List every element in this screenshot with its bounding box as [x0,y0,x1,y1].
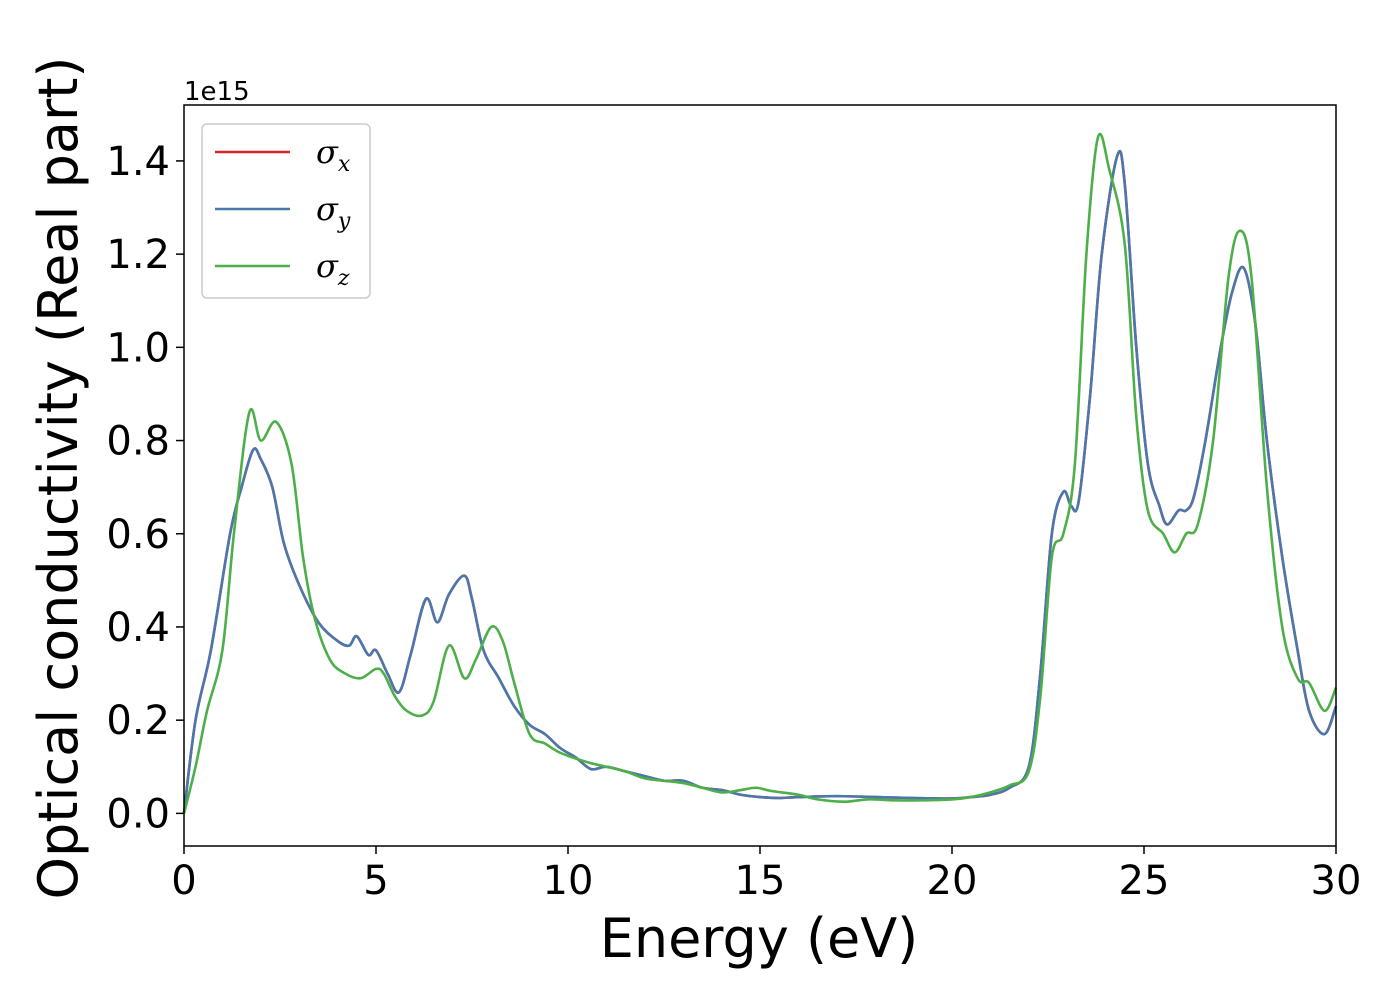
legend-box [201,123,371,299]
y-tick-label: 0.2 [106,698,170,744]
y-axis-title: Optical conductivity (Real part) [27,57,90,900]
legend-label-sigma-y: σy [316,190,351,234]
legend-label-sigma-z: σz [316,247,350,291]
y-tick-label: 1.4 [106,139,170,185]
y-tick-label: 0.0 [106,791,170,837]
y-offset-label: 1e15 [184,77,250,107]
series-layer [182,132,1338,814]
x-tick-label: 15 [735,858,786,904]
y-tick-label: 1.2 [106,232,170,278]
x-tick-label: 25 [1119,858,1170,904]
x-tick-label: 30 [1311,858,1362,904]
legend: σx σy σz [201,123,371,299]
x-axis-ticks: 0 5 10 15 20 25 30 [171,846,1361,904]
x-tick-label: 20 [927,858,978,904]
series-line-sigma-y [182,149,1338,814]
series-line-sigma-z [182,132,1338,814]
x-axis-title: Energy (eV) [600,907,919,970]
y-tick-label: 1.0 [106,325,170,371]
y-tick-label: 0.6 [106,512,170,558]
y-axis-ticks: 0.0 0.2 0.4 0.6 0.8 1.0 1.2 1.4 [106,139,184,837]
x-tick-label: 5 [363,858,388,904]
x-tick-label: 10 [543,858,594,904]
x-tick-label: 0 [171,858,196,904]
legend-label-sigma-x: σx [316,133,351,177]
y-tick-label: 0.8 [106,419,170,465]
y-tick-label: 0.4 [106,605,170,651]
